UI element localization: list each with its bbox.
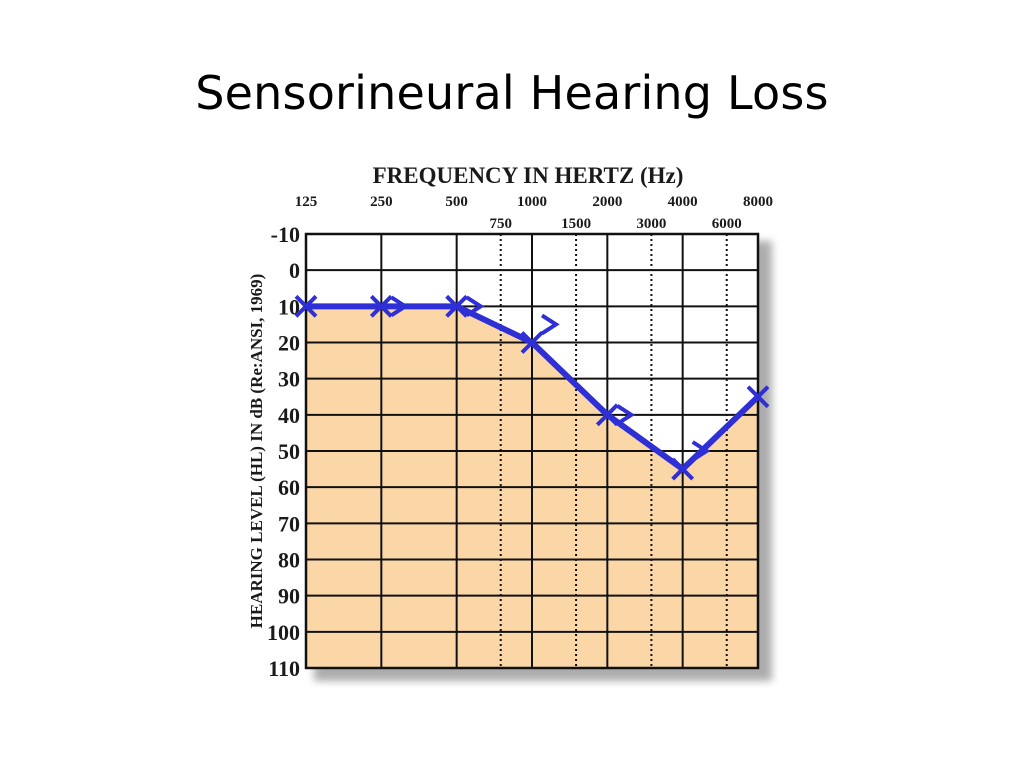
y-tick-label: 60	[278, 475, 300, 500]
x-marker	[595, 403, 619, 427]
y-tick-label: 0	[289, 258, 300, 283]
y-tick-label: 100	[267, 620, 300, 645]
bone-conduction-marker	[465, 295, 485, 318]
chart-frame	[304, 232, 760, 670]
x-major-tick-label: 8000	[743, 194, 773, 210]
x-minor-tick-label: 6000	[712, 216, 742, 232]
y-tick-label: 10	[278, 294, 300, 319]
x-marker	[520, 331, 544, 354]
x-major-tick-label: 500	[445, 194, 468, 210]
x-major-tick-labels: 125 250 500 1000 2000 4000 8000	[295, 194, 773, 210]
y-tick-label: -10	[271, 222, 300, 247]
x-minor-tick-label: 3000	[636, 216, 666, 232]
x-major-tick-label: 125	[295, 194, 318, 210]
bone-conduction-marker	[691, 440, 711, 462]
y-axis-label: HEARING LEVEL (HL) IN dB (Re:ANSI, 1969)	[247, 274, 266, 629]
x-major-tick-label: 1000	[517, 194, 547, 210]
y-tick-label: 50	[278, 439, 300, 464]
x-major-tick-label: 250	[370, 194, 393, 210]
x-major-tick-label: 4000	[668, 194, 698, 210]
x-marker	[294, 294, 318, 318]
y-tick-label: 80	[278, 548, 300, 573]
bone-conduction-marker	[540, 313, 560, 336]
x-major-tick-label: 2000	[592, 194, 622, 210]
slide-title: Sensorineural Hearing Loss	[195, 66, 829, 120]
y-tick-labels: -10 0 10 20 30 40 50 60 70 80 90 100 110	[267, 222, 300, 681]
y-tick-label: 70	[278, 511, 300, 536]
x-marker	[671, 457, 695, 481]
x-minor-tick-label: 1500	[561, 216, 591, 232]
y-tick-label: 20	[278, 331, 300, 356]
x-marker	[445, 294, 469, 318]
y-tick-label: 40	[278, 403, 300, 428]
bone-conduction-marker	[616, 404, 636, 426]
y-tick-label: 110	[268, 656, 300, 681]
bone-conduction-marker	[390, 295, 410, 318]
chart-title: FREQUENCY IN HERTZ (Hz)	[373, 163, 684, 188]
x-marker	[746, 385, 770, 409]
series-layer	[294, 294, 770, 481]
x-marker	[369, 294, 393, 318]
y-tick-label: 30	[278, 367, 300, 392]
x-minor-tick-label: 750	[489, 216, 512, 232]
x-minor-tick-labels: 750 1500 3000 6000	[489, 216, 741, 232]
y-tick-label: 90	[278, 584, 300, 609]
